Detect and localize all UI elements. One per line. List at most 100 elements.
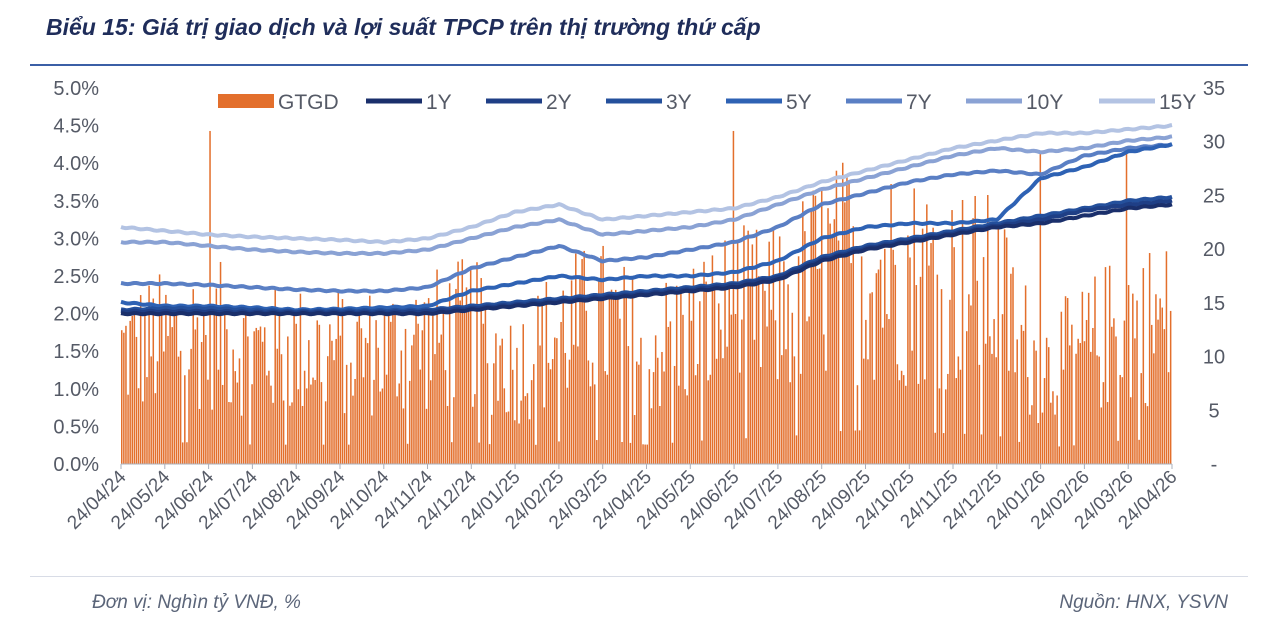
y-right-tick-label: 35: [1203, 78, 1225, 100]
gtgd-bar: [867, 359, 869, 464]
gtgd-bar: [434, 354, 436, 464]
gtgd-bar: [318, 324, 321, 464]
gtgd-bar: [568, 359, 571, 464]
gtgd-bar: [392, 303, 394, 464]
gtgd-bar: [488, 444, 491, 464]
gtgd-bar: [505, 412, 508, 464]
gtgd-bar: [635, 361, 638, 464]
gtgd-bar: [764, 290, 766, 464]
gtgd-bar: [280, 354, 283, 464]
gtgd-bar: [797, 256, 800, 464]
gtgd-bar: [1127, 285, 1130, 464]
gtgd-bar: [673, 365, 676, 464]
gtgd-bar: [1079, 343, 1082, 464]
gtgd-bar: [909, 257, 911, 464]
gtgd-bar: [854, 430, 857, 464]
gtgd-bar: [348, 444, 350, 464]
gtgd-bar: [564, 352, 567, 464]
gtgd-bar: [209, 130, 211, 464]
gtgd-bar: [413, 334, 415, 464]
gtgd-bar: [545, 281, 548, 464]
gtgd-bar: [163, 351, 165, 464]
gtgd-bar: [688, 287, 691, 464]
gtgd-bar: [169, 311, 171, 464]
gtgd-bar: [722, 358, 724, 464]
gtgd-bar: [438, 342, 440, 464]
gtgd-bar: [501, 338, 503, 464]
gtgd-bar: [577, 346, 579, 464]
gtgd-bar: [781, 355, 783, 464]
gtgd-bar: [951, 210, 953, 464]
gtgd-bar: [205, 334, 207, 464]
gtgd-bar: [411, 345, 413, 464]
gtgd-bar: [966, 331, 968, 464]
gtgd-bar: [648, 369, 651, 464]
gtgd-bar: [570, 280, 573, 464]
gtgd-bar: [709, 374, 712, 464]
gtgd-bar: [562, 290, 564, 464]
gtgd-bar: [327, 356, 329, 464]
y-left-tick-label: 2.0%: [53, 304, 99, 326]
gtgd-bar: [957, 356, 960, 464]
gtgd-bar: [371, 415, 373, 464]
gtgd-bar: [396, 396, 398, 464]
gtgd-bar: [1094, 276, 1096, 464]
gtgd-bar: [785, 349, 787, 464]
gtgd-bar: [694, 375, 697, 464]
gtgd-bar: [717, 303, 720, 464]
gtgd-bar: [993, 319, 995, 464]
gtgd-bar: [196, 317, 199, 464]
gtgd-bar: [1064, 296, 1067, 464]
gtgd-bar: [738, 372, 741, 464]
gtgd-bar: [743, 225, 745, 464]
gtgd-bar: [266, 375, 268, 464]
gtgd-bar: [707, 380, 709, 464]
gtgd-bar: [875, 273, 878, 464]
gtgd-bar: [772, 226, 775, 464]
gtgd-bar: [419, 369, 421, 464]
gtgd-bar: [165, 294, 167, 464]
gtgd-bar: [852, 226, 855, 464]
gtgd-bar: [511, 369, 514, 464]
gtgd-bar: [596, 440, 598, 464]
gtgd-bar: [427, 298, 430, 464]
gtgd-bar: [425, 408, 428, 464]
gtgd-bar: [1140, 373, 1142, 464]
gtgd-bar: [1052, 391, 1054, 464]
gtgd-bar: [1073, 445, 1075, 464]
gtgd-bar: [995, 357, 997, 464]
gtgd-bar: [333, 360, 335, 464]
gtgd-bar: [657, 357, 659, 464]
gtgd-bar: [451, 442, 453, 464]
y-right-tick-label: 10: [1203, 347, 1225, 369]
gtgd-bar: [257, 330, 260, 464]
bars-layer: [121, 130, 1172, 465]
gtgd-bar: [614, 289, 617, 464]
gtgd-bar: [400, 350, 403, 464]
gtgd-bar: [144, 313, 146, 464]
title-divider: [30, 64, 1248, 66]
gtgd-bar: [188, 369, 190, 464]
legend-label: 5Y: [786, 91, 812, 114]
x-axis: 24/04/2424/05/2424/06/2424/07/2424/08/24…: [63, 463, 1182, 534]
y-right-tick-label: 30: [1203, 132, 1225, 154]
gtgd-bar: [497, 400, 499, 464]
gtgd-bar: [572, 344, 575, 464]
gtgd-bar: [259, 326, 262, 464]
gtgd-bar: [1117, 440, 1119, 464]
gtgd-bar: [898, 380, 901, 464]
gtgd-bar: [1056, 395, 1058, 464]
gtgd-bar: [902, 375, 905, 464]
gtgd-bar: [970, 305, 972, 464]
legend-label: 1Y: [426, 91, 452, 114]
gtgd-bar: [379, 391, 382, 464]
gtgd-bar: [1020, 324, 1023, 464]
gtgd-bar: [528, 419, 531, 464]
gtgd-bar: [499, 345, 501, 464]
gtgd-bar: [1123, 320, 1126, 464]
gtgd-bar: [1022, 330, 1025, 464]
gtgd-bar: [228, 402, 230, 464]
gtgd-bar: [230, 402, 232, 464]
gtgd-bar: [184, 375, 186, 464]
gtgd-bar: [665, 282, 667, 464]
